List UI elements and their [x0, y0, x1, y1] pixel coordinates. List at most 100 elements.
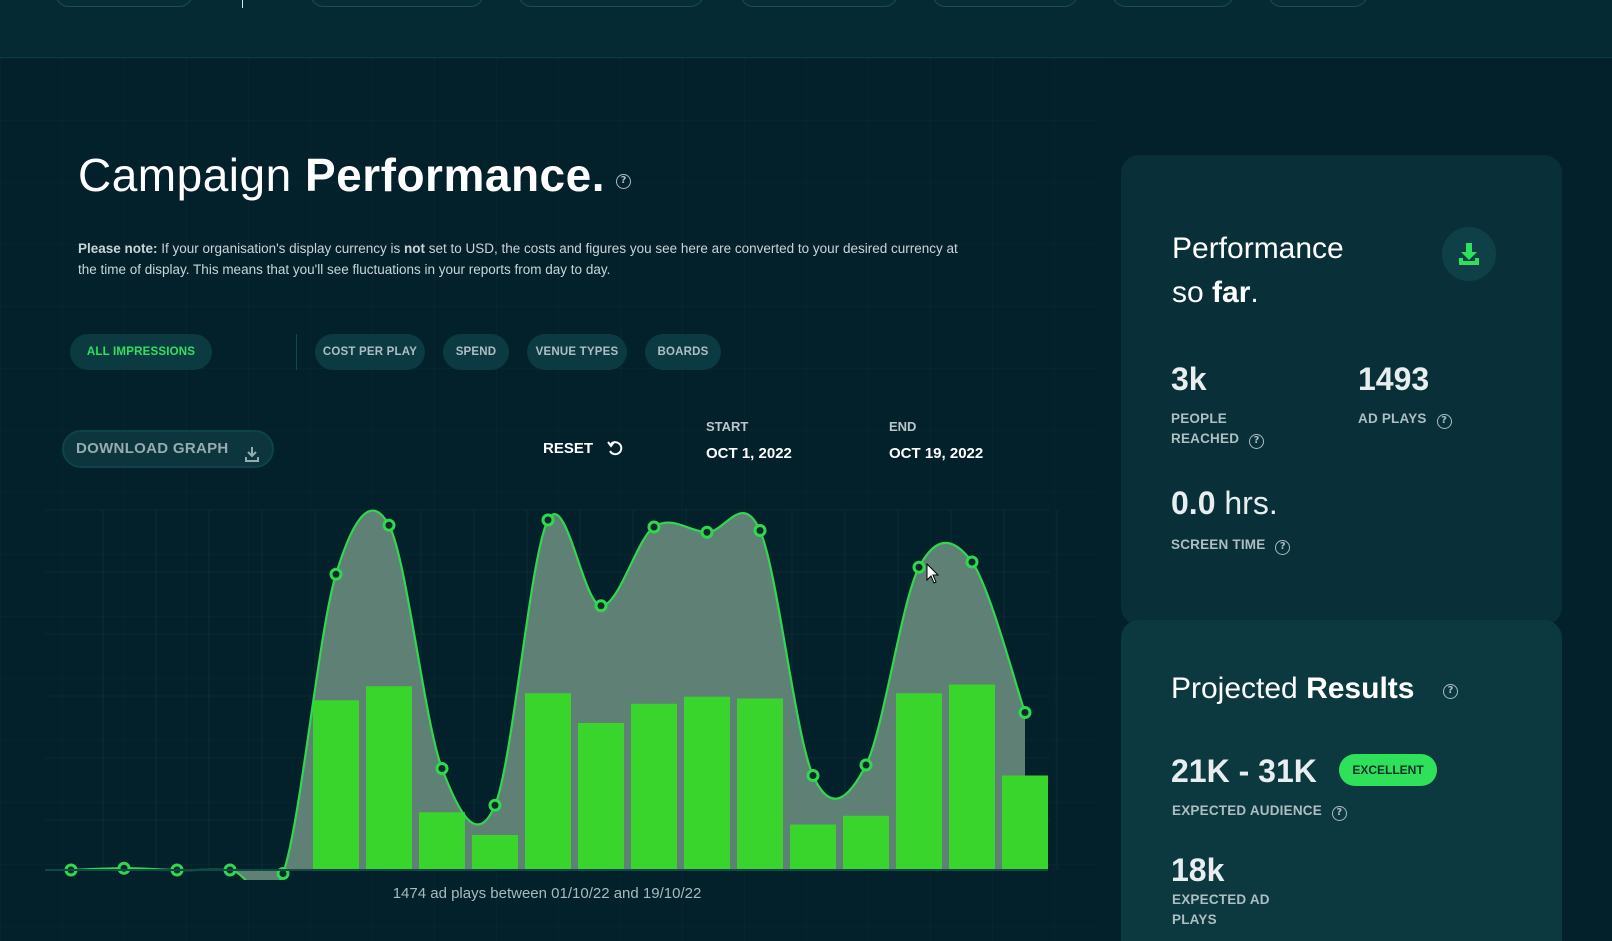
nav-pill[interactable] — [1268, 0, 1368, 7]
nav-pill[interactable] — [518, 0, 704, 7]
download-graph-label: DOWNLOAD GRAPH — [76, 440, 229, 457]
points — [64, 513, 1032, 880]
chart-point[interactable] — [806, 769, 820, 782]
filter-boards[interactable]: BOARDS — [645, 334, 721, 370]
chart-point[interactable] — [700, 525, 714, 539]
note-label: Please note: — [78, 241, 158, 256]
note-text: If your organisation's display currency … — [157, 241, 404, 256]
help-icon[interactable]: ? — [1436, 414, 1452, 429]
status-badge: EXCELLENT — [1339, 754, 1437, 786]
ad-plays-label-text: AD PLAYS — [1358, 411, 1427, 426]
projected-title-light: Projected — [1171, 672, 1307, 705]
chart-point[interactable] — [859, 758, 873, 772]
help-icon[interactable]: ? — [1331, 806, 1347, 821]
chart-caption: 1474 ad plays between 01/10/22 and 19/10… — [392, 885, 702, 902]
screen-time-label: SCREEN TIME ? — [1171, 535, 1291, 555]
projected-results-card — [1121, 620, 1562, 941]
people-reached-value: 3k — [1171, 361, 1207, 397]
reset-icon[interactable] — [606, 440, 624, 462]
chart-bar[interactable] — [737, 698, 783, 871]
performance-title-line1: Performance — [1172, 232, 1344, 265]
projected-title: Projected Results — [1171, 667, 1414, 711]
expected-ad-plays-label: EXPECTED AD PLAYS — [1172, 890, 1270, 930]
expected-ad-plays-value: 18k — [1171, 852, 1225, 888]
filter-cost-per-play[interactable]: COST PER PLAY — [315, 334, 425, 370]
expected-audience-label-text: EXPECTED AUDIENCE — [1172, 803, 1322, 818]
performance-title: Performance so far. — [1172, 227, 1344, 315]
chart-point[interactable] — [488, 798, 502, 812]
chart-bar[interactable] — [472, 835, 518, 870]
ad-plays-chart — [45, 509, 1058, 880]
reset-button[interactable]: RESET — [543, 440, 594, 457]
download-icon — [1459, 243, 1479, 265]
chart-bar[interactable] — [313, 700, 359, 870]
chart-bar[interactable] — [525, 693, 571, 870]
help-icon[interactable]: ? — [1443, 684, 1458, 699]
people-reached-label-line2: REACHED — [1171, 431, 1240, 446]
chart-bar[interactable] — [631, 703, 677, 870]
chart-point[interactable] — [541, 513, 555, 527]
mouse-cursor — [926, 563, 940, 584]
nav-pill[interactable] — [55, 0, 193, 7]
page-title-bold: Performance. — [304, 149, 605, 201]
chart-point[interactable] — [329, 567, 343, 581]
chart-bar[interactable] — [419, 812, 465, 870]
chart-point[interactable] — [1018, 706, 1032, 719]
performance-title-so: so — [1172, 276, 1213, 309]
performance-title-line2: so far. — [1172, 271, 1344, 315]
chart-point[interactable] — [965, 555, 979, 569]
help-icon[interactable]: ? — [616, 174, 631, 189]
download-icon — [244, 441, 260, 475]
nav-pill[interactable] — [310, 0, 484, 7]
top-nav — [0, 0, 1612, 58]
chart-bar[interactable] — [684, 696, 730, 870]
screen-time-unit: hrs. — [1215, 485, 1278, 521]
nav-pill[interactable] — [1112, 0, 1234, 7]
chart-bar[interactable] — [578, 723, 624, 870]
note-text: set to USD, the costs and figures you se… — [78, 241, 958, 277]
end-date[interactable]: OCT 19, 2022 — [889, 445, 984, 462]
chart-point[interactable] — [382, 518, 396, 532]
currency-note: Please note: If your organisation's disp… — [78, 238, 958, 280]
filter-divider — [296, 334, 297, 370]
performance-card — [1121, 155, 1562, 625]
screen-time-value: 0.0 hrs. — [1171, 485, 1278, 522]
chart-point[interactable] — [435, 762, 449, 775]
download-report-button[interactable] — [1442, 227, 1496, 281]
chart-bar[interactable] — [843, 815, 889, 870]
help-icon[interactable]: ? — [1249, 434, 1265, 449]
page-title-light: Campaign — [78, 149, 292, 201]
expected-audience-label: EXPECTED AUDIENCE ? — [1172, 801, 1347, 821]
start-date[interactable]: OCT 1, 2022 — [706, 445, 792, 462]
filter-all-impressions[interactable]: ALL IMPRESSIONS — [70, 334, 212, 370]
page-title: Campaign Performance. — [78, 148, 605, 202]
screen-time-number: 0.0 — [1171, 485, 1216, 521]
expected-ad-plays-label-line1: EXPECTED AD — [1172, 892, 1270, 907]
chart-bar[interactable] — [1002, 775, 1048, 871]
start-label: START — [706, 419, 749, 434]
people-reached-label-line1: PEOPLE — [1171, 411, 1227, 426]
nav-divider — [242, 0, 243, 8]
nav-pill[interactable] — [932, 0, 1078, 7]
help-icon[interactable]: ? — [1275, 540, 1291, 555]
filter-venue-types[interactable]: VENUE TYPES — [527, 334, 627, 370]
chart-point[interactable] — [594, 599, 608, 613]
download-graph-button[interactable]: DOWNLOAD GRAPH — [62, 430, 274, 468]
chart-point[interactable] — [753, 524, 767, 537]
chart-point[interactable] — [117, 861, 131, 875]
chart-bar[interactable] — [949, 684, 995, 871]
performance-title-far: far — [1212, 276, 1251, 309]
chart-bar[interactable] — [366, 686, 412, 870]
filter-spend[interactable]: SPEND — [443, 334, 509, 370]
chart-bar[interactable] — [790, 824, 836, 871]
chart-point[interactable] — [912, 560, 926, 574]
chart-point[interactable] — [647, 520, 661, 534]
filter-chips: ALL IMPRESSIONS COST PER PLAY SPEND VENU… — [70, 334, 770, 370]
note-emphasis: not — [403, 241, 425, 256]
ad-plays-value: 1493 — [1358, 361, 1430, 397]
chart-bar[interactable] — [896, 693, 942, 870]
nav-pill[interactable] — [740, 0, 898, 7]
ad-plays-label: AD PLAYS ? — [1358, 409, 1452, 429]
performance-title-period: . — [1250, 276, 1259, 309]
screen-time-label-text: SCREEN TIME — [1171, 537, 1266, 552]
